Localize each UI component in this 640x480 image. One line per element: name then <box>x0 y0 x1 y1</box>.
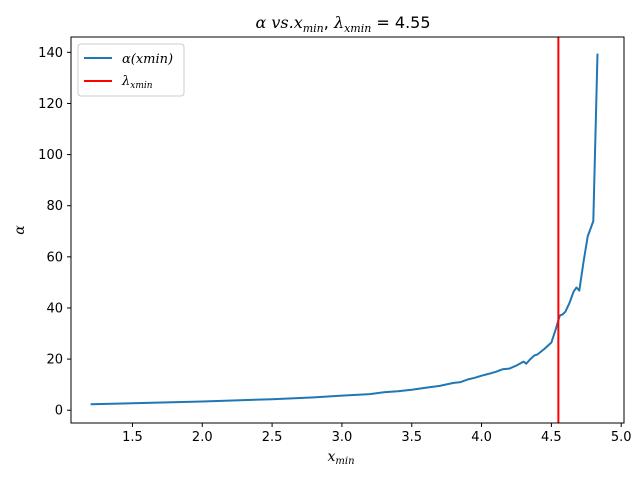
series-line-alpha <box>90 53 599 406</box>
x-axis-label-main: x <box>327 449 335 465</box>
title-part-b-sub: min <box>303 22 324 35</box>
title-part-e: = 4.55 <box>371 13 430 32</box>
chart-title: α vs.xmin, λxmin = 4.55 <box>255 13 430 35</box>
legend-label-lambda-sub: xmin <box>130 81 152 91</box>
title-part-b: x <box>294 13 303 32</box>
x-tick-label: 4.0 <box>471 430 492 445</box>
title-part-a: α vs. <box>255 13 293 32</box>
y-ticks: 0 20 40 60 80 100 120 140 <box>38 46 71 419</box>
y-tick-label: 80 <box>46 199 63 214</box>
x-ticks: 1.5 2.0 2.5 3.0 3.5 4.0 4.5 5.0 <box>122 423 632 445</box>
x-tick-label: 4.5 <box>541 430 562 445</box>
x-tick-label: 3.5 <box>401 430 422 445</box>
title-part-c: , <box>324 13 334 32</box>
y-tick-label: 100 <box>38 148 63 163</box>
legend-label-lambda-main: λ <box>121 74 130 89</box>
legend: α(xmin) λxmin <box>77 43 185 97</box>
x-axis-label-sub: min <box>335 456 354 467</box>
x-tick-label: 2.5 <box>262 430 283 445</box>
x-tick-label: 1.5 <box>122 430 143 445</box>
y-tick-label: 0 <box>55 404 63 419</box>
y-tick-label: 120 <box>38 97 63 112</box>
legend-label-lambda: λxmin <box>121 74 153 91</box>
title-part-d-sub: xmin <box>344 22 371 35</box>
legend-label-alpha: α(xmin) <box>122 52 173 67</box>
y-tick-label: 140 <box>38 46 63 61</box>
y-tick-label: 40 <box>46 301 63 316</box>
y-axis-label: α <box>12 225 28 235</box>
axes-frame <box>70 36 625 424</box>
title-part-d: λ <box>333 13 344 32</box>
x-tick-label: 2.0 <box>192 430 213 445</box>
x-tick-label: 3.0 <box>332 430 353 445</box>
y-tick-label: 20 <box>46 353 63 368</box>
x-axis-label: xmin <box>327 449 354 467</box>
data-layer <box>90 37 599 423</box>
y-tick-label: 60 <box>46 250 63 265</box>
x-tick-label: 5.0 <box>611 430 632 445</box>
